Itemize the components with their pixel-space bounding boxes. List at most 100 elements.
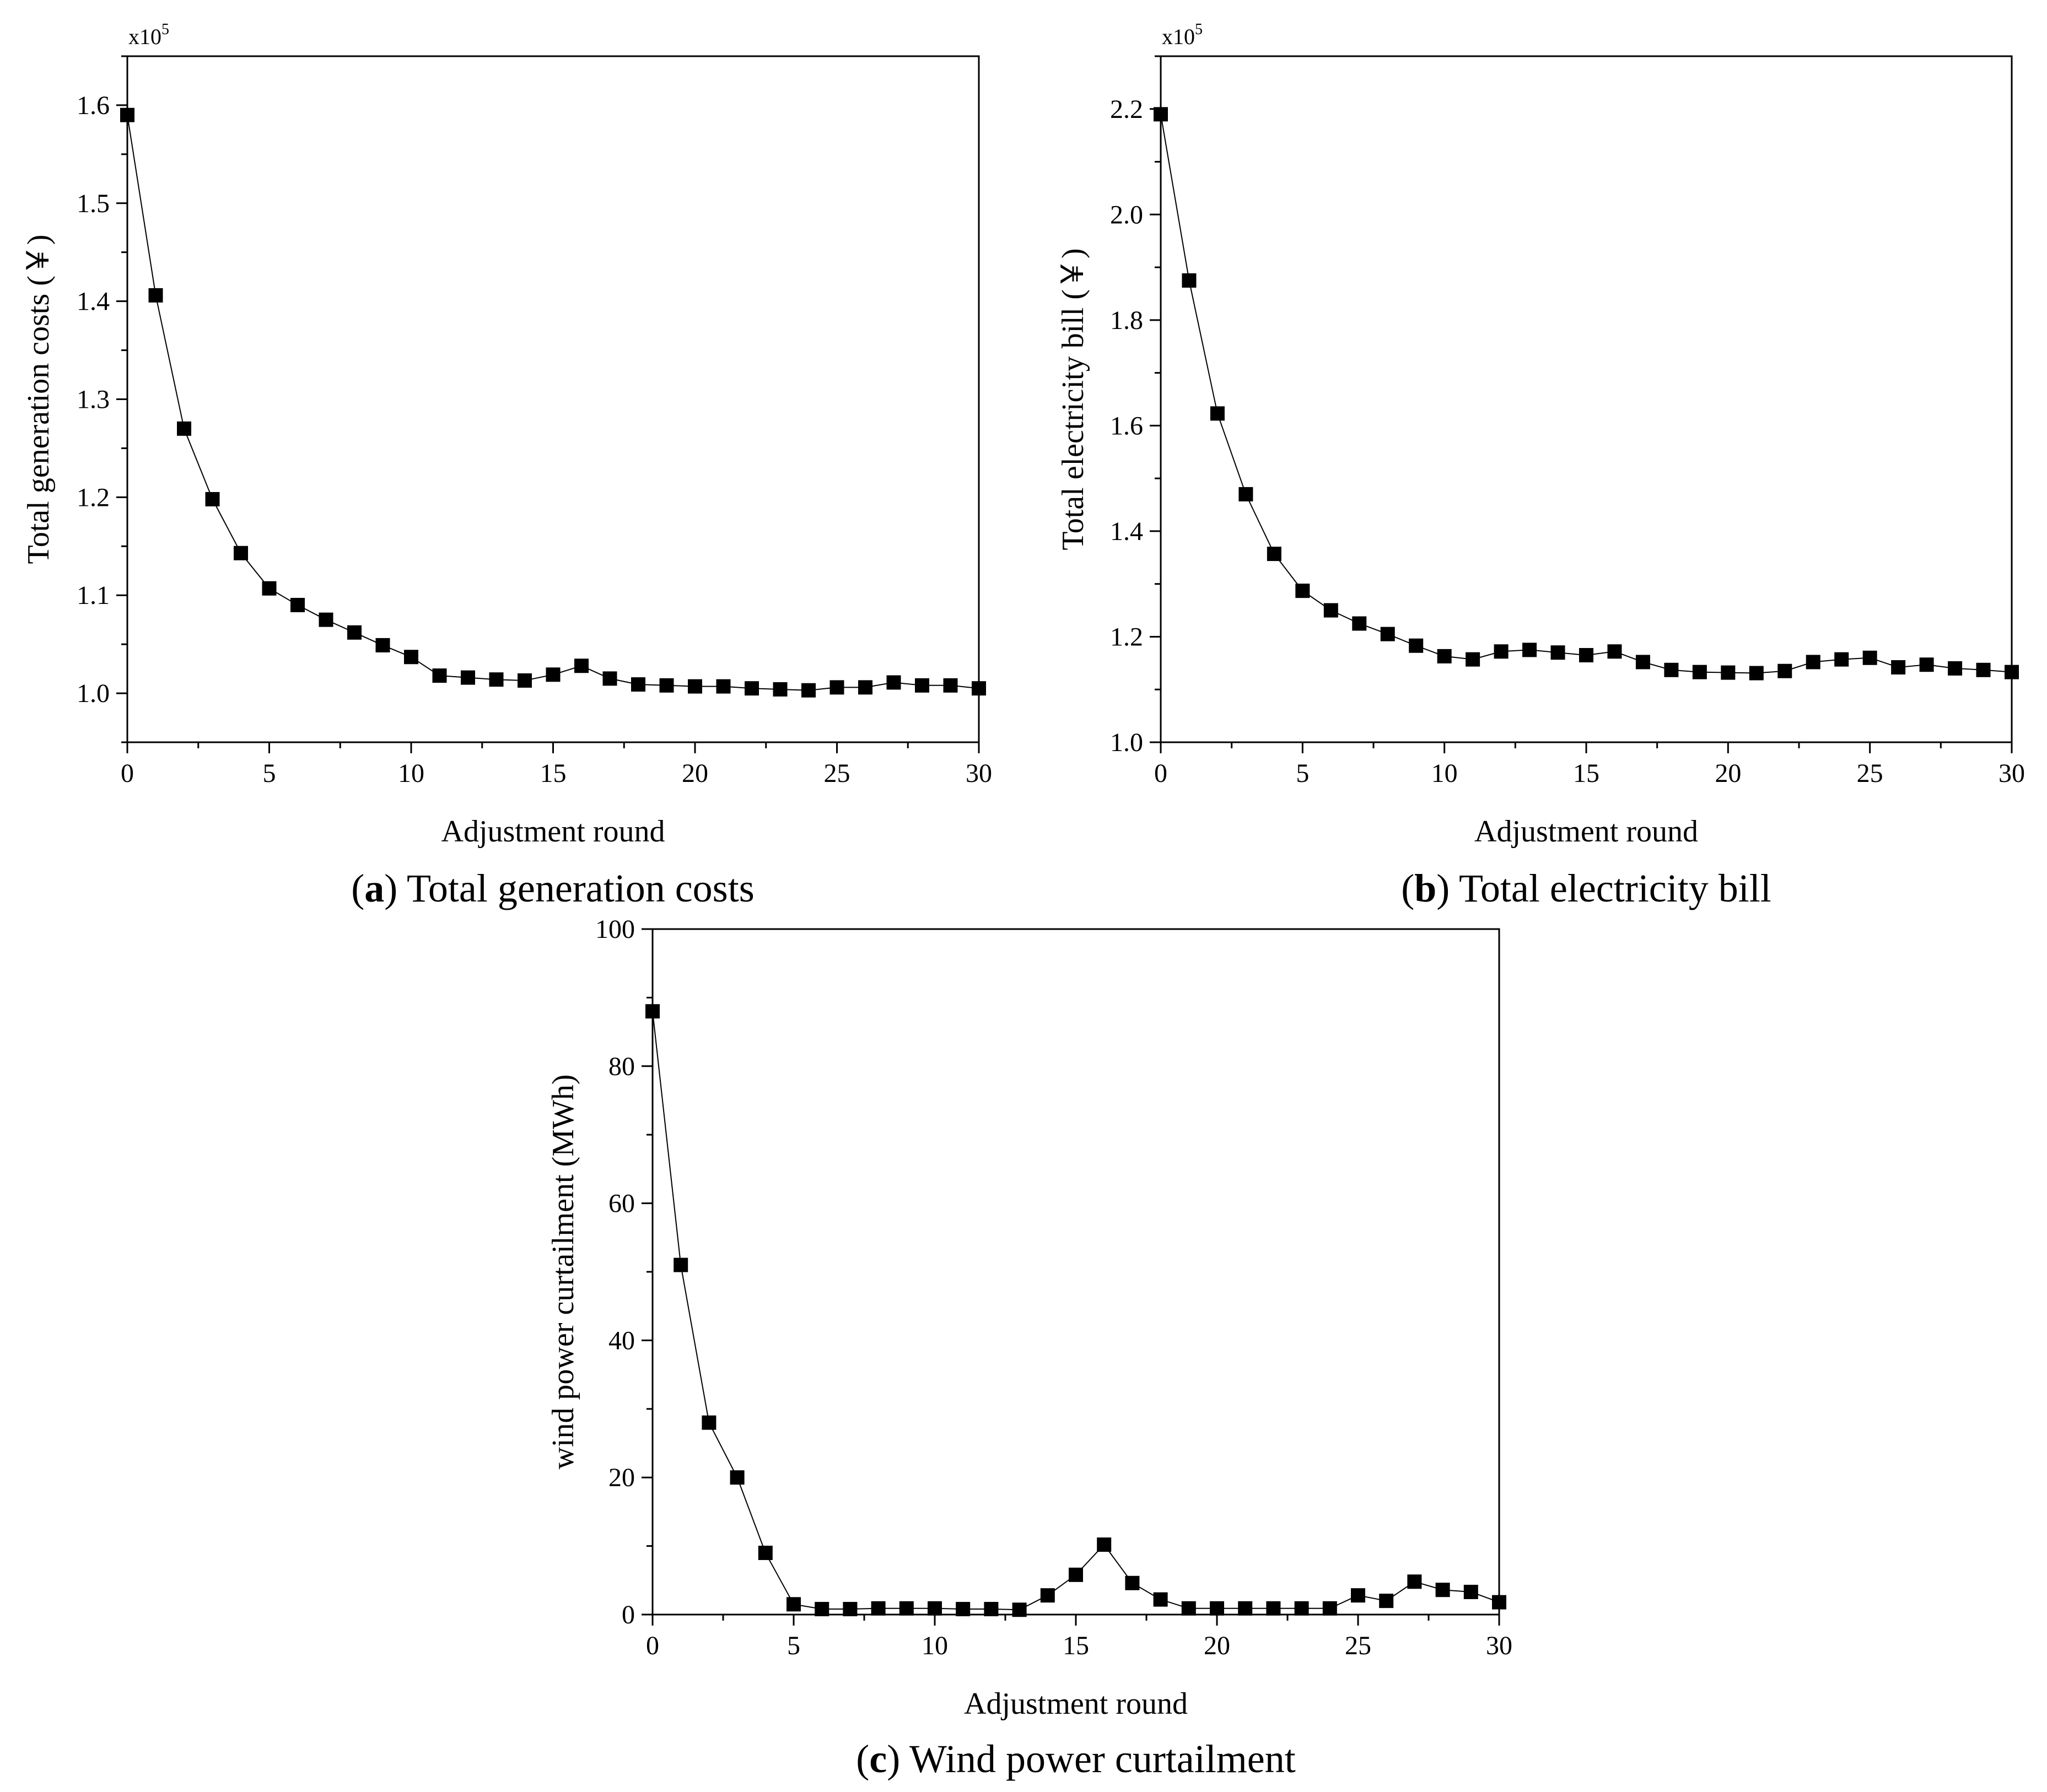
data-point (1238, 1601, 1253, 1616)
data-point (1409, 638, 1424, 653)
data-point (801, 683, 816, 698)
y-tick-label: 1.4 (1110, 517, 1143, 546)
x-axis-label: Adjustment round (964, 1687, 1188, 1721)
data-point (1919, 657, 1934, 672)
plot-frame (651, 928, 1500, 1616)
y-tick-label: 20 (608, 1463, 635, 1492)
data-point (1749, 666, 1764, 681)
chart-b: 0 5 10 15 20 25 30 1.0 1.2 1.4 1.6 1.8 2.0 2.2 x105 Adj… (1056, 21, 2025, 910)
y-tick-label: 1.8 (1110, 306, 1143, 335)
data-point (148, 288, 163, 303)
data-point (1607, 644, 1622, 659)
y-tick-label: 1.5 (77, 189, 110, 218)
x-tick-label: 25 (1345, 1631, 1371, 1660)
chart-a: 0 5 10 15 20 25 30 1.0 1.1 1.2 1.3 1.4 1.5 1.6 x105 Adj… (21, 21, 992, 910)
y-tick-label: 1.2 (1110, 622, 1143, 651)
data-point (1834, 652, 1849, 667)
data-point (674, 1257, 688, 1272)
subfigure-caption: (c) Wind power curtailment (856, 1737, 1296, 1781)
data-point (915, 678, 929, 693)
data-point (262, 581, 277, 596)
data-point (984, 1602, 999, 1617)
y-tick-label: 2.2 (1110, 95, 1143, 124)
y-tick-label: 1.6 (77, 91, 110, 120)
data-point (1210, 406, 1225, 421)
data-point (461, 670, 475, 685)
data-point (928, 1601, 942, 1616)
data-point (1125, 1575, 1140, 1590)
y-tick-label: 60 (608, 1189, 635, 1218)
data-point (177, 421, 191, 436)
data-point (1012, 1602, 1027, 1617)
y-tick-label: 1.1 (77, 581, 110, 610)
data-point (645, 1004, 660, 1019)
x-tick-label: 25 (824, 759, 850, 788)
data-point (972, 681, 986, 696)
data-point (843, 1602, 858, 1617)
data-point (1379, 1594, 1394, 1609)
x-tick-label: 15 (540, 759, 567, 788)
subfigure-caption: (b) Total electricity bill (1401, 866, 1771, 910)
data-point (1466, 652, 1480, 667)
y-tick-label: 0 (622, 1600, 635, 1629)
data-point (1181, 1601, 1196, 1616)
data-point (290, 598, 305, 612)
y-tick-label: 1.2 (77, 483, 110, 512)
x-tick-label: 30 (1486, 1631, 1512, 1660)
x-tick-label: 5 (787, 1631, 800, 1660)
x-tick-label: 20 (1715, 759, 1741, 788)
data-point (1069, 1567, 1083, 1582)
data-point (1295, 584, 1310, 598)
plot-frame (1160, 55, 2013, 743)
data-point (871, 1601, 886, 1616)
y-axis-label: Total electricity bill (￥) (1056, 248, 1090, 550)
data-point (2005, 665, 2019, 679)
data-point (1692, 665, 1707, 679)
scale-multiplier: x105 (128, 21, 169, 49)
y-tick-label: 40 (608, 1326, 635, 1355)
x-tick-label: 30 (966, 759, 992, 788)
data-point (375, 638, 390, 652)
x-tick-label: 15 (1573, 759, 1599, 788)
data-point (716, 679, 731, 694)
data-point (956, 1602, 971, 1617)
data-point (1522, 643, 1537, 657)
x-tick-label: 25 (1857, 759, 1883, 788)
series-line (1160, 114, 2012, 674)
data-point (347, 625, 362, 640)
y-axis-label: Total generation costs (￥) (21, 235, 56, 564)
data-point (1463, 1584, 1478, 1599)
y-tick-label: 1.3 (77, 385, 110, 414)
series-line (652, 1011, 1500, 1611)
caption-letter: c (869, 1737, 887, 1781)
data-point (758, 1546, 773, 1561)
data-point (1948, 661, 1963, 676)
data-point (1267, 547, 1281, 562)
data-point (899, 1601, 914, 1616)
x-tick-label: 15 (1063, 1631, 1089, 1660)
data-point (688, 679, 702, 694)
caption-letter: b (1414, 866, 1436, 910)
y-axis-label: wind power curtailment (MWh) (546, 1075, 580, 1470)
data-point (631, 677, 645, 692)
data-point (1437, 649, 1452, 663)
data-point (1579, 647, 1593, 662)
data-point (1407, 1574, 1422, 1589)
data-point (1238, 487, 1253, 501)
data-point (1862, 650, 1877, 665)
data-point (702, 1415, 717, 1430)
data-point (659, 678, 674, 693)
caption-letter: a (364, 866, 384, 910)
data-point (518, 673, 532, 688)
y-tick-label: 80 (608, 1052, 635, 1081)
data-point (1550, 645, 1565, 660)
x-tick-label: 0 (121, 759, 134, 788)
data-point (943, 678, 958, 693)
x-tick-label: 0 (646, 1631, 659, 1660)
x-tick-label: 10 (398, 759, 424, 788)
data-point (1494, 644, 1509, 659)
x-tick-label: 30 (1998, 759, 2025, 788)
data-point (1153, 1592, 1168, 1607)
y-tick-label: 1.0 (1110, 728, 1143, 757)
x-tick-label: 0 (1154, 759, 1167, 788)
